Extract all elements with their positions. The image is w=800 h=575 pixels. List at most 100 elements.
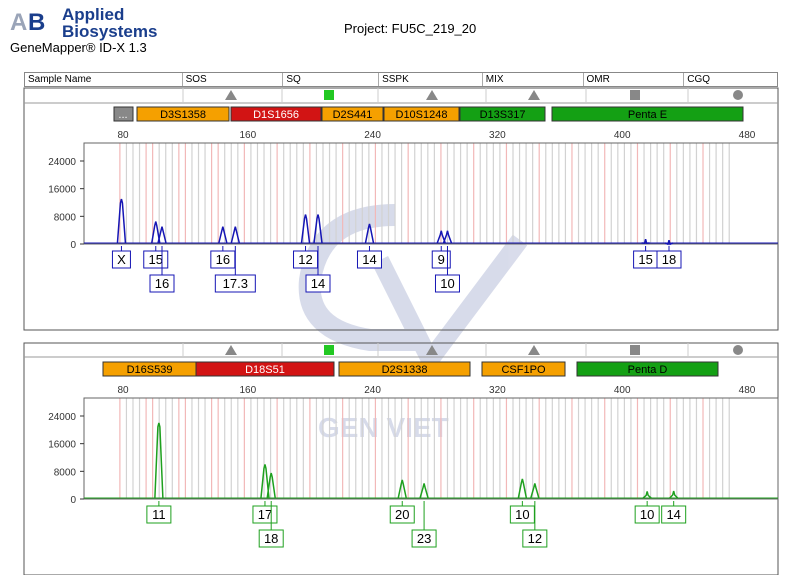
allele-call-label: 14	[311, 276, 325, 291]
allele-call-label: X	[117, 252, 126, 267]
allele-call-label: 20	[395, 507, 409, 522]
quality-column-header: Sample Name SOS SQ SSPK MIX OMR CGQ	[24, 72, 778, 87]
allele-call-box[interactable]	[111, 250, 131, 269]
y-tick-label: 0	[70, 495, 76, 506]
triangle-icon[interactable]	[426, 90, 438, 100]
green-square-icon[interactable]	[324, 90, 334, 100]
triangle-icon[interactable]	[426, 345, 438, 355]
x-tick-label: 80	[117, 385, 129, 396]
marker-overflow-button[interactable]	[113, 106, 134, 122]
green-square-icon[interactable]	[324, 345, 334, 355]
peak-trace	[260, 464, 270, 499]
allele-call-box[interactable]	[389, 505, 415, 524]
allele-call-label: 12	[298, 252, 312, 267]
marker-d10s1248[interactable]	[383, 106, 460, 122]
marker-label: D1S1656	[253, 109, 299, 121]
plot-area	[83, 142, 779, 245]
applied-biosystems-logo-icon: A B	[10, 8, 52, 36]
col-sample-name[interactable]: Sample Name	[25, 73, 183, 86]
marker-label: Penta D	[628, 364, 668, 376]
y-tick-label: 16000	[48, 440, 76, 451]
allele-call-label: 10	[440, 276, 454, 291]
marker-label: D13S317	[480, 109, 526, 121]
marker-d1s1656[interactable]	[230, 106, 322, 122]
allele-call-box[interactable]	[411, 529, 437, 548]
y-tick-label: 8000	[54, 467, 77, 478]
peak-trace	[116, 198, 127, 244]
peak-trace	[517, 478, 528, 499]
marker-d2s1338[interactable]	[338, 361, 471, 377]
peak-trace	[436, 230, 446, 244]
peak-trace	[266, 472, 276, 499]
marker-label: D2S441	[333, 109, 373, 121]
marker-penta-d[interactable]	[576, 361, 719, 377]
peak-trace	[641, 238, 650, 244]
x-tick-label: 160	[239, 130, 256, 141]
peak-trace	[230, 226, 241, 244]
brand-line1: Applied	[62, 5, 125, 24]
allele-call-label: 17	[258, 507, 272, 522]
peak-trace	[442, 230, 453, 244]
app-title: GeneMapper® ID-X 1.3	[10, 40, 147, 55]
allele-call-box[interactable]	[146, 505, 172, 524]
brand-name: Applied Biosystems	[62, 6, 157, 40]
marker-d3s1358[interactable]	[136, 106, 230, 122]
marker-label: D3S1358	[160, 109, 206, 121]
allele-call-label: 14	[362, 252, 376, 267]
allele-call-box[interactable]	[356, 250, 382, 269]
allele-call-box[interactable]	[149, 274, 175, 293]
circle-icon[interactable]	[733, 345, 743, 355]
col-cgq[interactable]: CGQ	[687, 74, 711, 85]
marker-label: D10S1248	[396, 109, 448, 121]
peak-trace	[218, 226, 228, 244]
allele-call-box[interactable]	[431, 250, 451, 269]
allele-call-box[interactable]	[258, 529, 284, 548]
peak-trace	[300, 214, 311, 244]
col-sspk[interactable]: SSPK	[379, 73, 483, 86]
allele-call-box[interactable]	[634, 505, 660, 524]
gray-square-icon[interactable]	[630, 90, 640, 100]
col-sq[interactable]: SQ	[283, 73, 380, 86]
allele-call-label: 18	[264, 531, 278, 546]
marker-d2s441[interactable]	[321, 106, 384, 122]
triangle-icon[interactable]	[225, 345, 237, 355]
marker-penta-e[interactable]	[551, 106, 744, 122]
marker-d13s317[interactable]	[459, 106, 546, 122]
allele-call-box[interactable]	[661, 505, 687, 524]
marker-label: CSF1PO	[501, 364, 545, 376]
y-tick-label: 8000	[54, 212, 77, 223]
marker-label: Penta E	[628, 109, 667, 121]
allele-call-label: 12	[528, 531, 542, 546]
gray-square-icon[interactable]	[630, 345, 640, 355]
col-omr[interactable]: OMR	[584, 73, 685, 86]
allele-call-label: 16	[216, 252, 230, 267]
circle-icon[interactable]	[733, 90, 743, 100]
allele-call-box[interactable]	[434, 274, 460, 293]
y-tick-label: 16000	[48, 185, 76, 196]
x-tick-label: 80	[117, 130, 129, 141]
peak-trace	[669, 490, 679, 499]
marker-label: D16S539	[127, 364, 173, 376]
x-tick-label: 320	[489, 385, 506, 396]
col-mix[interactable]: MIX	[483, 73, 584, 86]
peak-trace	[642, 491, 652, 499]
triangle-icon[interactable]	[225, 90, 237, 100]
allele-call-box[interactable]	[656, 250, 682, 269]
x-tick-label: 320	[489, 130, 506, 141]
triangle-icon[interactable]	[528, 90, 540, 100]
peak-trace	[419, 483, 429, 499]
col-sos[interactable]: SOS	[183, 73, 284, 86]
peak-trace	[664, 240, 674, 246]
allele-call-box[interactable]	[305, 274, 331, 293]
marker-label: D18S51	[245, 364, 285, 376]
allele-call-box[interactable]	[522, 529, 548, 548]
peak-trace	[313, 214, 323, 244]
y-tick-label: 0	[70, 240, 76, 251]
allele-call-label: 11	[152, 507, 166, 522]
triangle-icon[interactable]	[528, 345, 540, 355]
peak-trace	[157, 226, 167, 244]
marker-csf1po[interactable]	[481, 361, 566, 377]
allele-call-label: 9	[438, 252, 445, 267]
marker-d18s51[interactable]	[195, 361, 335, 377]
allele-call-box[interactable]	[214, 274, 256, 293]
